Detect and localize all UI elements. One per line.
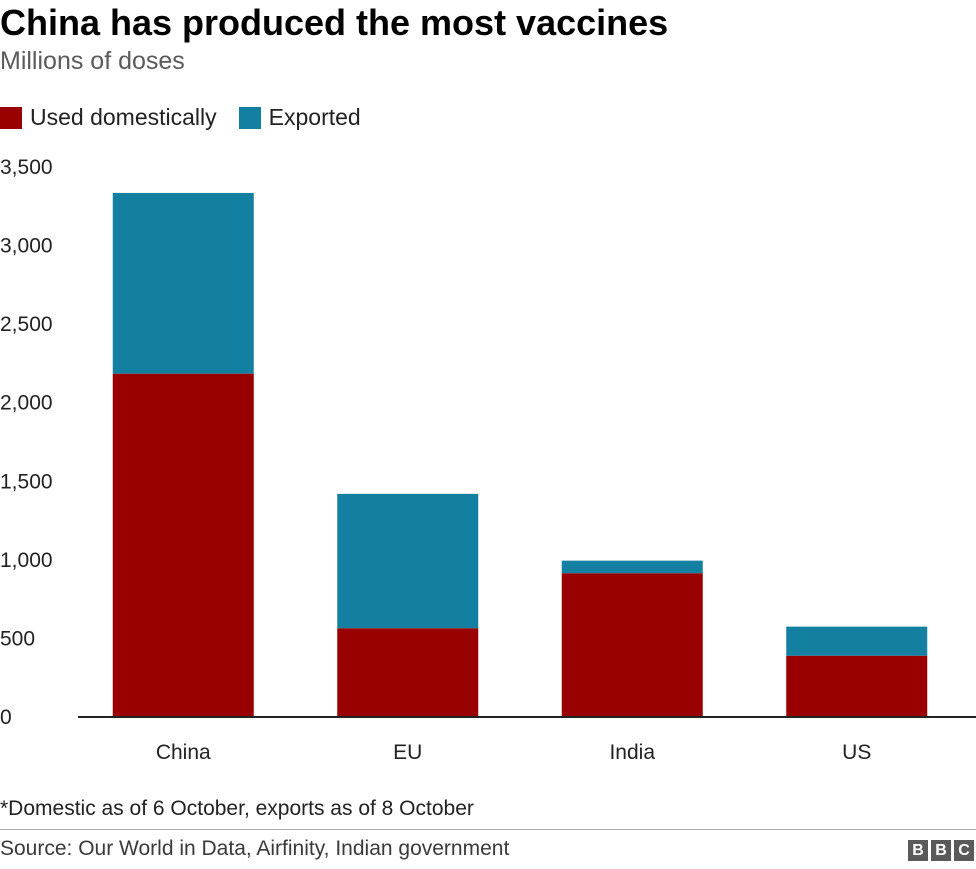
chart-subtitle: Millions of doses: [0, 47, 185, 75]
legend-item-domestic: Used domestically: [0, 104, 217, 131]
bar-exported-china: [112, 192, 254, 374]
x-tick-label: China: [156, 741, 211, 764]
source-text: Source: Our World in Data, Airfinity, In…: [0, 837, 510, 860]
bbc-logo-letter-3: C: [954, 840, 974, 861]
bar-exported-india: [561, 560, 703, 574]
bar-domestic-eu: [337, 628, 479, 717]
bar-domestic-china: [112, 373, 254, 717]
bbc-logo-letter-1: B: [908, 840, 928, 861]
y-tick-label: 3,500: [0, 156, 53, 179]
y-tick-label: 2,500: [0, 313, 53, 336]
legend-item-exported: Exported: [238, 104, 361, 131]
x-tick-label: India: [609, 741, 655, 764]
legend-label-domestic: Used domestically: [30, 104, 217, 130]
bbc-logo-letter-2: B: [931, 840, 951, 861]
legend-label-exported: Exported: [268, 104, 361, 130]
bar-domestic-india: [561, 573, 703, 717]
bar-exported-eu: [337, 493, 479, 629]
legend-swatch-domestic: [0, 106, 22, 129]
y-tick-label: 1,000: [0, 549, 53, 572]
y-tick-label: 3,000: [0, 235, 53, 258]
x-tick-label: EU: [393, 741, 422, 764]
y-tick-label: 1,500: [0, 470, 53, 493]
legend: Used domestically Exported: [0, 104, 383, 131]
y-tick-label: 0: [0, 706, 12, 729]
chart-title: China has produced the most vaccines: [0, 2, 669, 43]
footnote: *Domestic as of 6 October, exports as of…: [0, 797, 474, 820]
bar-domestic-us: [786, 655, 928, 717]
bbc-logo: B B C: [905, 840, 974, 861]
bar-exported-us: [786, 626, 928, 656]
legend-swatch-exported: [238, 106, 261, 129]
bar-chart: 0 500 1,000 1,500 2,000 2,500 3,000 3,500 China E…: [0, 156, 976, 764]
x-tick-label: US: [842, 741, 871, 764]
footer-divider: [0, 829, 976, 830]
y-tick-label: 2,000: [0, 392, 53, 415]
y-tick-label: 500: [0, 627, 35, 650]
